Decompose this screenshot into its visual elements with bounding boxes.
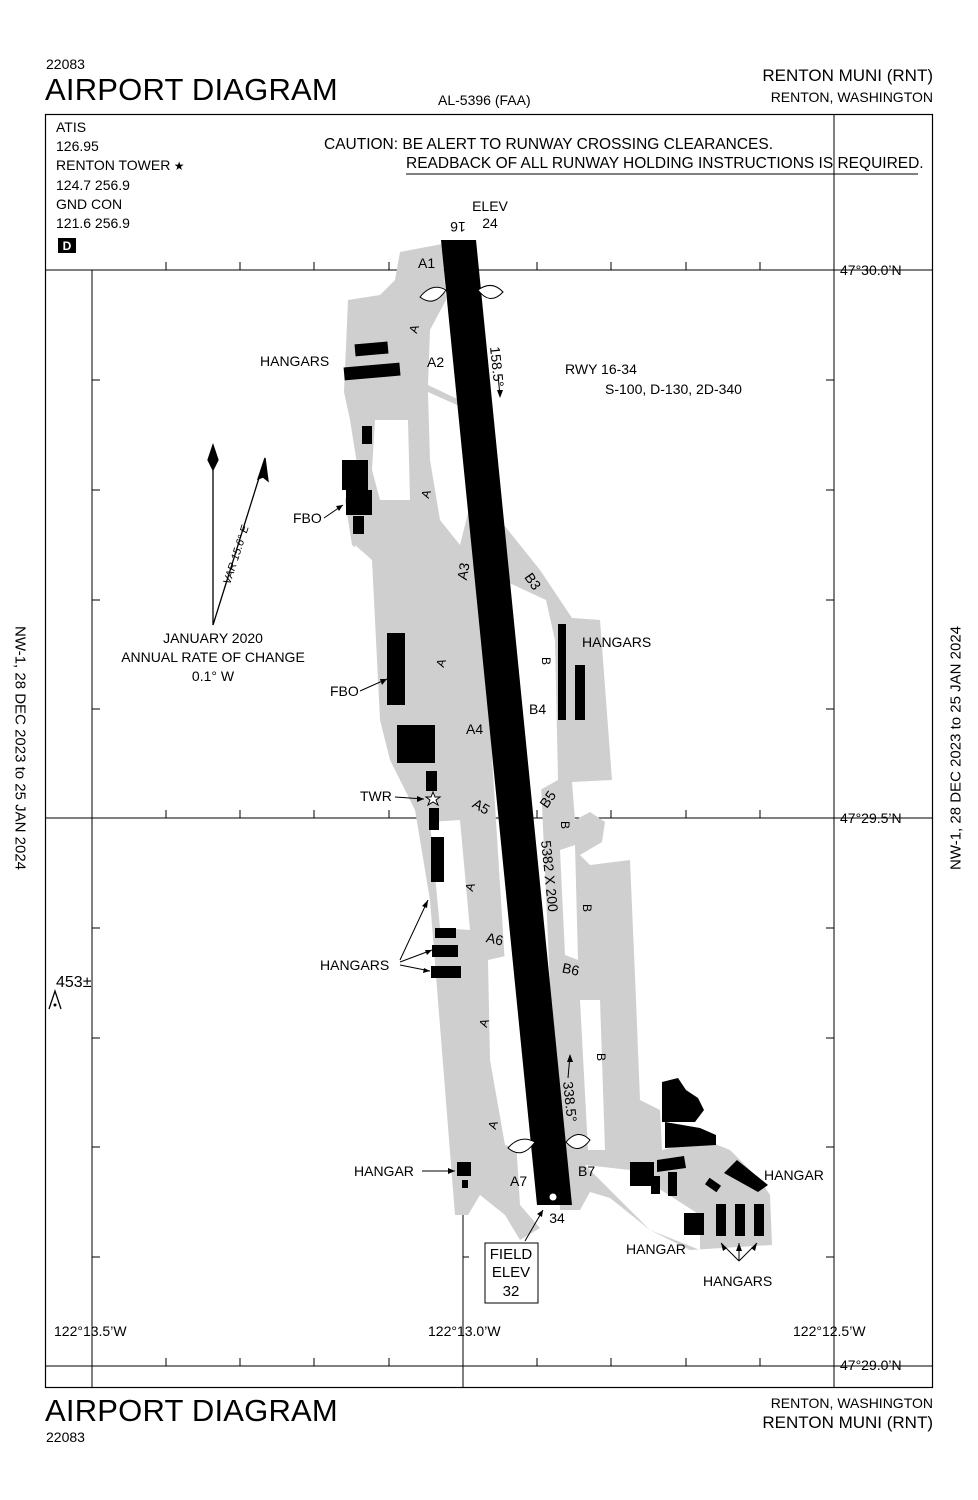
field-elev-line2: ELEV	[492, 1264, 530, 1281]
airport-name-top: RENTON MUNI (RNT)	[762, 66, 933, 85]
runway-dimensions: 5382 X 200	[538, 840, 561, 913]
tower-label: RENTON TOWER	[56, 157, 171, 173]
rate-line1: JANUARY 2020	[163, 630, 263, 646]
runway-16-34	[441, 240, 572, 1205]
taxiway-a-5: A	[476, 1017, 492, 1029]
hangars-label-nw: HANGARS	[260, 353, 329, 369]
lon-mid: 122°13.0’W	[428, 1323, 501, 1339]
magnetic-north-arrow	[212, 457, 269, 626]
tower-frequency: 124.7 256.9	[56, 177, 130, 193]
taxiway-b-1: B	[539, 657, 553, 665]
taxiway-a-1: A	[406, 323, 422, 335]
var-label: VAR 15.6° E	[221, 523, 252, 586]
obstacle-height: 453±	[56, 974, 92, 991]
taxiway-a-6: A	[485, 1119, 501, 1131]
hangar-label-sw: HANGAR	[354, 1163, 414, 1179]
taxiway-b4: B4	[529, 701, 546, 717]
taxiway-a1: A1	[418, 255, 435, 271]
chart-title-bottom: AIRPORT DIAGRAM	[45, 1393, 338, 1428]
twr-label: TWR	[360, 788, 392, 804]
runway-34-label: 34	[549, 1210, 565, 1226]
airport-city-bottom: RENTON, WASHINGTON	[770, 1395, 933, 1411]
runway-strength: S-100, D-130, 2D-340	[605, 381, 742, 397]
taxiway-a6: A6	[485, 929, 505, 948]
caution-line2: READBACK OF ALL RUNWAY HOLDING INSTRUCTI…	[406, 155, 924, 172]
airport-name-bottom: RENTON MUNI (RNT)	[762, 1413, 933, 1432]
taxiway-a7: A7	[510, 1173, 527, 1189]
hangars-label-west: HANGARS	[320, 957, 389, 973]
procedure-number-top: 22083	[46, 56, 85, 72]
procedure-number-bottom: 22083	[46, 1429, 85, 1445]
rate-line3: 0.1° W	[192, 668, 235, 684]
chart-reference: AL-5396 (FAA)	[438, 92, 531, 108]
atis-frequency: 126.95	[56, 138, 99, 154]
lon-right: 122°12.5’W	[793, 1323, 866, 1339]
taxiway-a4: A4	[466, 721, 483, 737]
comms-block: ATIS 126.95 RENTON TOWER ★ 124.7 256.9 G…	[56, 118, 184, 233]
tower-star-icon: ★	[170, 159, 185, 173]
taxiway-b-4: B	[594, 1053, 608, 1061]
buildings	[342, 341, 768, 1236]
runway-34-threshold-dot	[549, 1193, 557, 1201]
taxiway-a3: A3	[454, 561, 473, 581]
gnd-frequency: 121.6 256.9	[56, 215, 130, 231]
taxiway-a-2: A	[418, 488, 434, 500]
leader-arrowheads	[336, 390, 757, 1251]
hangars-label-east: HANGARS	[582, 634, 651, 650]
obstacle-symbol	[48, 988, 62, 1010]
taxiway-a2: A2	[427, 354, 444, 370]
runway-16-label: 16	[450, 219, 466, 235]
gnd-label: GND CON	[56, 196, 123, 212]
taxiway-a-4: A	[462, 881, 478, 893]
d-box-label: D	[63, 239, 72, 253]
fbo-label-south: FBO	[330, 683, 359, 699]
tower-symbol	[424, 790, 442, 807]
fbo-label-north: FBO	[293, 510, 322, 526]
runway-holding-areas	[419, 285, 591, 1154]
taxiway-b6: B6	[561, 960, 581, 979]
lat-top: 47°30.0’N	[840, 262, 902, 278]
taxiway-b-3: B	[580, 904, 594, 912]
hangar-label-se-right: HANGAR	[764, 1167, 824, 1183]
heading-158: 158.5°	[487, 346, 507, 388]
taxiway-a-3: A	[433, 657, 449, 669]
field-elev-box	[484, 1242, 539, 1304]
hangars-label-se: HANGARS	[703, 1273, 772, 1289]
airport-city-top: RENTON, WASHINGTON	[770, 89, 933, 105]
chart-title-top: AIRPORT DIAGRAM	[45, 72, 338, 107]
lat-mid: 47°29.5’N	[840, 810, 902, 826]
taxiway-b-2: B	[558, 821, 572, 829]
caution-line1: CAUTION: BE ALERT TO RUNWAY CROSSING CLE…	[324, 136, 774, 153]
heading-338: 338.5°	[560, 1081, 580, 1123]
taxiway-a5: A5	[470, 795, 493, 818]
chart-frame	[44, 113, 934, 1389]
field-elev-line1: FIELD	[490, 1246, 533, 1263]
north-arrow	[207, 442, 219, 625]
elev-16-value: 24	[482, 215, 498, 231]
lon-left: 122°13.5’W	[54, 1323, 127, 1339]
field-elev-value: 32	[503, 1283, 520, 1300]
rate-line2: ANNUAL RATE OF CHANGE	[121, 649, 305, 665]
d-box	[58, 238, 76, 253]
hangar-label-se-left: HANGAR	[626, 1241, 686, 1257]
atis-label: ATIS	[56, 119, 87, 135]
taxiway-b7: B7	[578, 1163, 595, 1179]
runway-designation: RWY 16-34	[565, 361, 637, 377]
lat-bottom: 47°29.0’N	[840, 1357, 902, 1373]
elev-label: ELEV	[472, 198, 508, 214]
tower-row: RENTON TOWER ★	[56, 156, 184, 176]
